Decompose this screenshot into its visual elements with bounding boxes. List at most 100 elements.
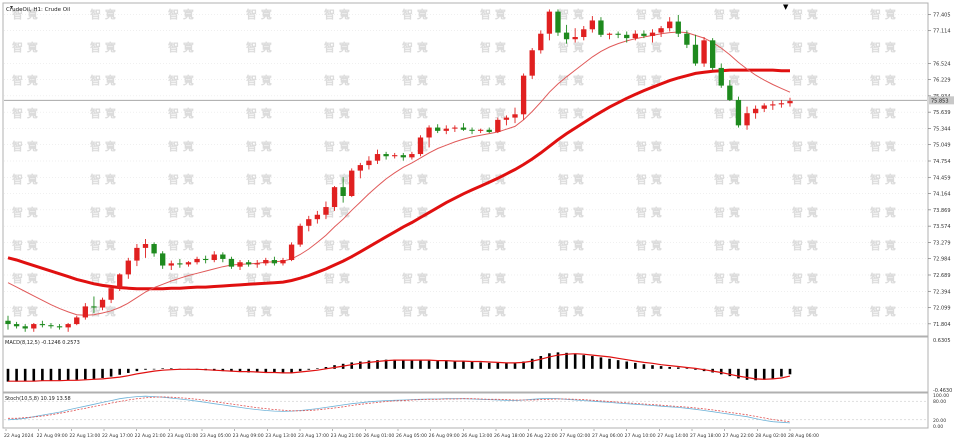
candle-body (495, 119, 501, 132)
candle-body (675, 21, 681, 34)
macd-bar (316, 368, 319, 369)
watermark-text: 智 寬 (792, 205, 818, 219)
candle-body (477, 129, 484, 131)
macd-bar (247, 368, 250, 373)
watermark-text: 智 寬 (324, 205, 350, 219)
macd-tick-label: 0.6305 (933, 338, 951, 344)
candle-body (125, 260, 131, 275)
candle-body (641, 33, 647, 36)
watermark-text: 智 寬 (12, 238, 38, 252)
watermark-text: 智 寬 (246, 172, 272, 186)
watermark-text: 智 寬 (246, 238, 272, 252)
macd-axis: 0.6305 -0.4630 (933, 338, 952, 394)
shift-marker-icon[interactable]: ▼ (783, 3, 789, 11)
price-tick-label: 76.229 (933, 78, 951, 84)
price-tick-label: 75.049 (933, 143, 951, 149)
macd-bar (359, 361, 362, 369)
time-tick-label: 26 Aug 22:00 (527, 433, 558, 439)
current-price-tag: 75.853 (929, 96, 954, 105)
time-tick-label: 26 Aug 09:00 (429, 433, 460, 439)
stoch-main-line (7, 395, 791, 424)
candle-body (606, 33, 613, 35)
candle-body (134, 247, 140, 261)
macd-bar (505, 363, 508, 369)
price-tick-label: 74.164 (933, 192, 951, 198)
watermark-text: 智 寬 (12, 106, 38, 120)
candle-body (228, 258, 235, 267)
candle-body (331, 187, 338, 208)
candle-body (744, 113, 750, 126)
candle-body (177, 263, 183, 265)
watermark-text: 智 寬 (636, 238, 662, 252)
macd-bar (58, 368, 61, 381)
watermark-text: 智 寬 (402, 106, 428, 120)
time-tick-label: 23 Aug 05:00 (200, 433, 231, 439)
macd-bar (487, 362, 491, 369)
watermark-text: 智 寬 (324, 304, 350, 318)
macd-bar (255, 368, 259, 373)
watermark-text: 智 寬 (558, 271, 584, 285)
watermark-text: 智 寬 (870, 139, 896, 153)
watermark-text: 智 寬 (480, 304, 506, 318)
candle-body (624, 34, 630, 39)
watermark-text: 智 寬 (480, 205, 506, 219)
macd-bar (659, 366, 663, 369)
watermark-text: 智 寬 (480, 40, 506, 54)
watermark-text: 智 寬 (558, 106, 584, 120)
watermark-text: 智 寬 (324, 271, 350, 285)
watermark-text: 智 寬 (558, 7, 584, 21)
macd-bar (350, 362, 354, 369)
macd-bar (135, 368, 139, 372)
watermark-text: 智 寬 (714, 172, 740, 186)
watermark-text: 智 寬 (636, 271, 662, 285)
watermark-text: 智 寬 (558, 304, 584, 318)
stoch-tick-label: 80.00 (933, 399, 946, 405)
watermark-text: 智 寬 (402, 271, 428, 285)
macd-bar (444, 361, 448, 369)
candle-body (31, 324, 37, 329)
macd-bar (290, 368, 293, 373)
time-axis: 22 Aug 2024 22 Aug 09:00 22 Aug 13:00 22 Au… (4, 429, 819, 439)
candle-body (48, 325, 54, 327)
watermark-text: 智 寬 (324, 73, 350, 87)
price-axis: 77.40577.11476.52476.22975.93475.63975.3… (928, 13, 951, 328)
watermark-text: 智 寬 (636, 205, 662, 219)
macd-bar (496, 362, 500, 369)
watermark-text: 智 寬 (870, 172, 896, 186)
candle-body (220, 254, 226, 259)
time-tick-label: 26 Aug 18:00 (494, 433, 525, 439)
macd-bar (771, 368, 775, 379)
macd-bar (66, 368, 70, 381)
candle-body (5, 320, 11, 325)
collapse-arrow-icon[interactable]: ▾ (10, 4, 13, 11)
macd-bar (513, 363, 517, 369)
watermark-text: 智 寬 (558, 172, 584, 186)
watermark-text: 智 寬 (480, 7, 506, 21)
candle-body (254, 263, 260, 265)
macd-bar (75, 368, 79, 380)
time-tick-label: 28 Aug 02:00 (755, 433, 786, 439)
candle-body (752, 108, 759, 114)
candle-body (297, 225, 303, 245)
watermark-text: 智 寬 (792, 271, 818, 285)
watermark-text: 智 寬 (168, 106, 194, 120)
candle-body (701, 40, 707, 64)
macd-bar (462, 361, 465, 369)
grid (4, 14, 927, 325)
watermark-text: 智 寬 (402, 139, 428, 153)
macd-bar (762, 368, 766, 380)
watermark-text: 智 寬 (324, 7, 350, 21)
time-tick-label: 27 Aug 02:00 (559, 433, 590, 439)
macd-bar (410, 360, 414, 369)
macd-bar (427, 360, 431, 369)
candle-body (469, 129, 475, 131)
watermark-text: 智 寬 (168, 7, 194, 21)
watermark-text: 智 寬 (558, 139, 584, 153)
watermark-text: 智 寬 (12, 304, 38, 318)
candle-body (56, 326, 63, 328)
candles (5, 9, 793, 332)
candle-body (366, 160, 372, 166)
candle-body (426, 127, 432, 138)
macd-bar (625, 361, 629, 369)
